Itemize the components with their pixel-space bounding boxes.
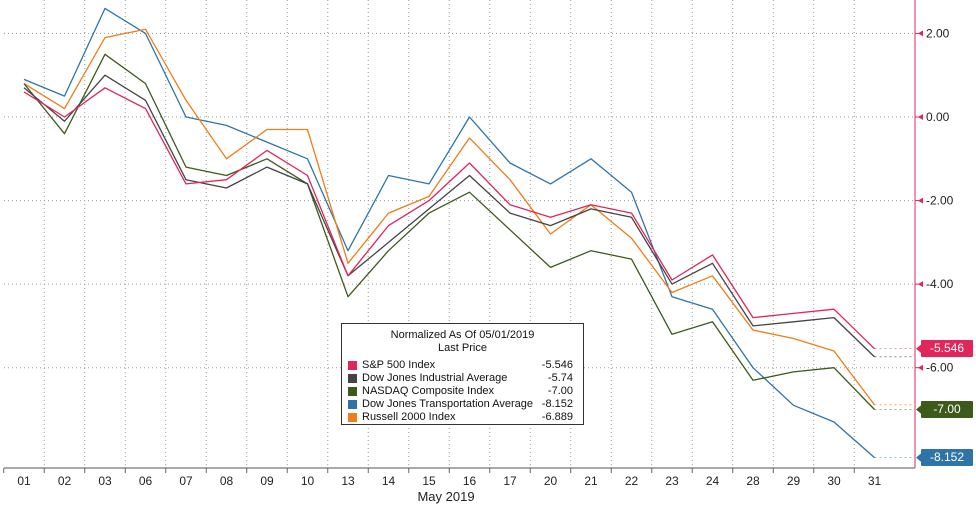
x-tick-label: 15	[422, 474, 436, 488]
x-tick-label: 06	[139, 474, 153, 488]
last-value-tag-pointer	[916, 404, 922, 415]
last-value-tag-nasdaq: -7.00	[921, 401, 973, 418]
x-tick-label: 20	[544, 474, 558, 488]
legend-entry: S&P 500 Index -5.546	[342, 359, 583, 372]
x-tick-label: 21	[584, 474, 598, 488]
legend-swatch	[348, 374, 357, 383]
legend-swatch	[348, 413, 357, 422]
last-value-tag-sp500: -5.546	[921, 340, 973, 357]
last-value-tag-pointer	[916, 452, 922, 463]
legend-entry: Russell 2000 Index -6.889	[342, 411, 583, 424]
legend-last-price: -8.152	[541, 398, 573, 410]
x-tick-label: 09	[260, 474, 274, 488]
x-tick-label: 14	[382, 474, 396, 488]
x-tick-label: 08	[220, 474, 234, 488]
y-tick-arrow	[918, 364, 923, 371]
legend-subtitle: Last Price	[438, 342, 487, 354]
x-tick-label: 31	[868, 474, 882, 488]
y-tick-arrow	[918, 197, 923, 204]
x-tick-label: 03	[98, 474, 112, 488]
y-tick-arrow	[918, 281, 923, 288]
x-tick-label: 17	[503, 474, 517, 488]
x-tick-label: 01	[17, 474, 31, 488]
series-line-4	[23, 28, 876, 406]
legend-entry: NASDAQ Composite Index -7.00	[342, 385, 583, 398]
last-value-tag-transports: -8.152	[921, 449, 973, 466]
x-tick-label: 22	[625, 474, 639, 488]
legend-series-name: Dow Jones Transportation Average	[362, 398, 534, 410]
legend-last-price: -5.546	[541, 359, 573, 371]
legend-entry: Dow Jones Transportation Average -8.152	[342, 398, 583, 411]
x-tick-label: 16	[463, 474, 477, 488]
y-tick-label: 0.00	[926, 110, 950, 124]
series-line-3	[23, 7, 875, 459]
legend-swatch	[348, 400, 357, 409]
y-tick-label: -6.00	[926, 361, 954, 375]
x-tick-label: 30	[827, 474, 841, 488]
legend-entry: Dow Jones Industrial Average -5.74	[342, 372, 583, 385]
legend-last-price: -6.889	[541, 411, 573, 423]
legend-series-name: Russell 2000 Index	[362, 411, 456, 423]
y-tick-arrow	[918, 114, 923, 120]
series-line-2	[23, 53, 875, 410]
legend-swatch	[348, 387, 357, 396]
x-tick-label: 13	[341, 474, 355, 488]
y-tick-arrow	[918, 30, 923, 37]
x-tick-label: 29	[787, 474, 801, 488]
x-tick-label: 02	[58, 474, 72, 488]
series-line-0	[23, 87, 875, 350]
y-tick-label: 2.00	[926, 26, 950, 40]
x-tick-label: 07	[179, 474, 193, 488]
last-value-tag-pointer	[916, 343, 922, 354]
x-tick-label: 24	[706, 474, 720, 488]
legend-swatch	[348, 361, 357, 370]
series-line-1	[23, 74, 875, 358]
legend-title: Normalized As Of 05/01/2019	[390, 329, 535, 341]
legend-series-name: Dow Jones Industrial Average	[362, 372, 508, 384]
legend-last-price: -5.74	[547, 372, 573, 384]
legend-last-price: -7.00	[547, 385, 573, 397]
y-tick-label: -4.00	[926, 277, 954, 291]
x-axis-label: May 2019	[417, 489, 474, 504]
legend-series-name: S&P 500 Index	[362, 359, 436, 371]
chart-legend: Normalized As Of 05/01/2019 Last Price S…	[341, 323, 584, 425]
x-tick-label: 28	[746, 474, 760, 488]
x-tick-label: 10	[301, 474, 315, 488]
x-tick-label: 23	[665, 474, 679, 488]
legend-series-name: NASDAQ Composite Index	[362, 385, 495, 397]
y-tick-label: -2.00	[926, 194, 954, 208]
